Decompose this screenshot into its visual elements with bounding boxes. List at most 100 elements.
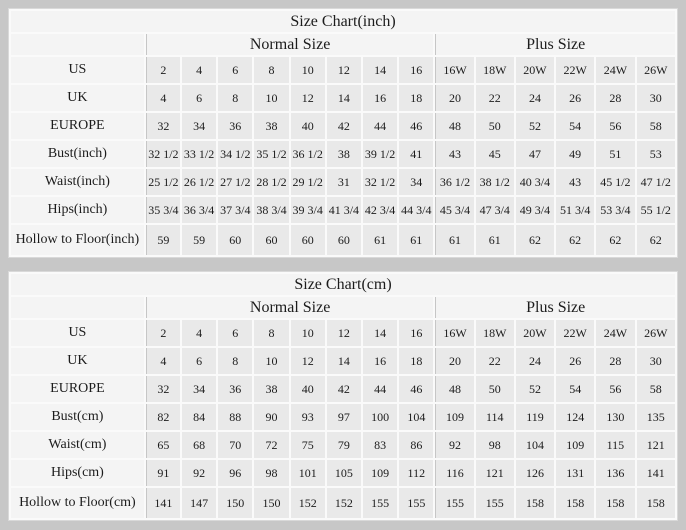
size-cell: 10 xyxy=(290,57,325,83)
size-cell: 150 xyxy=(254,488,289,518)
size-cell: 49 xyxy=(556,141,595,167)
size-cell: 49 3/4 xyxy=(515,197,555,223)
size-cell: 36 xyxy=(218,376,253,402)
size-cell: 97 xyxy=(326,404,362,430)
size-cell: 2 xyxy=(145,320,180,346)
size-cell: 82 xyxy=(145,404,180,430)
size-cell: 12 xyxy=(290,348,325,374)
size-cell: 91 xyxy=(145,460,180,486)
size-cell: 47 3/4 xyxy=(475,197,514,223)
size-cell: 34 xyxy=(399,169,434,195)
table-title-row: Size Chart(cm) xyxy=(11,274,675,295)
size-cell: 26 1/2 xyxy=(181,169,217,195)
size-cell: 136 xyxy=(596,460,635,486)
size-cell: 18 xyxy=(399,85,434,111)
corner-cell xyxy=(11,34,144,55)
size-cell: 60 xyxy=(326,225,361,255)
row-label: US xyxy=(11,320,144,346)
size-cell: 43 xyxy=(435,141,474,167)
table-title: Size Chart(inch) xyxy=(11,11,675,32)
size-cell: 124 xyxy=(556,404,595,430)
row-label: US xyxy=(11,57,144,83)
size-cell: 43 xyxy=(556,169,595,195)
size-cell: 38 xyxy=(254,113,289,139)
size-cell: 27 1/2 xyxy=(218,169,253,195)
size-cell: 141 xyxy=(636,460,675,486)
size-cell: 45 1/2 xyxy=(596,169,635,195)
size-cell: 155 xyxy=(399,488,434,518)
row-label: EUROPE xyxy=(11,113,144,139)
size-cell: 158 xyxy=(596,488,635,518)
size-cell: 6 xyxy=(181,85,217,111)
size-cell: 60 xyxy=(254,225,289,255)
size-cell: 41 xyxy=(399,141,434,167)
size-chart-inch-section: Size Chart(inch) Normal Size Plus Size U… xyxy=(8,8,678,258)
size-cell: 24W xyxy=(596,320,635,346)
size-cell: 59 xyxy=(145,225,180,255)
size-cell: 38 1/2 xyxy=(475,169,514,195)
size-cell: 38 xyxy=(254,376,289,402)
size-cell: 147 xyxy=(182,488,217,518)
size-cell: 130 xyxy=(596,404,635,430)
size-cell: 65 xyxy=(145,432,180,458)
size-cell: 16 xyxy=(399,320,434,346)
size-cell: 14 xyxy=(326,85,361,111)
size-cell: 61 xyxy=(399,225,434,255)
size-cell: 152 xyxy=(290,488,325,518)
size-cell: 52 xyxy=(515,376,555,402)
size-cell: 155 xyxy=(435,488,474,518)
size-cell: 4 xyxy=(182,320,217,346)
row-label: Bust(cm) xyxy=(11,404,144,430)
row-label: Waist(inch) xyxy=(11,169,144,195)
size-cell: 4 xyxy=(145,348,180,374)
size-cell: 60 xyxy=(218,225,253,255)
size-cell: 44 xyxy=(363,376,398,402)
row-label: Hollow to Floor(inch) xyxy=(11,225,144,255)
size-cell: 83 xyxy=(363,432,398,458)
table-row: Hollow to Floor(cm) 141 147 150 150 152 152 155… xyxy=(11,488,675,518)
size-cell: 105 xyxy=(326,460,362,486)
size-cell: 47 1/2 xyxy=(636,169,675,195)
size-cell: 109 xyxy=(435,404,474,430)
size-cell: 26W xyxy=(636,57,675,83)
size-cell: 45 xyxy=(475,141,514,167)
size-cell: 28 xyxy=(596,348,635,374)
size-cell: 52 xyxy=(515,113,555,139)
size-cell: 46 xyxy=(399,376,434,402)
size-cell: 16 xyxy=(399,57,434,83)
table-row: US 2 4 6 8 10 12 14 16 16W 18W 20W 22W 24W 26W xyxy=(11,57,675,83)
size-cell: 20W xyxy=(515,320,555,346)
size-cell: 35 3/4 xyxy=(145,197,180,223)
size-cell: 61 xyxy=(475,225,514,255)
size-cell: 20W xyxy=(515,57,555,83)
size-cell: 30 xyxy=(636,348,675,374)
size-cell: 104 xyxy=(399,404,434,430)
size-cell: 16W xyxy=(435,57,474,83)
size-cell: 14 xyxy=(363,320,398,346)
size-cell: 70 xyxy=(218,432,253,458)
size-cell: 33 1/2 xyxy=(181,141,217,167)
group-header-row: Normal Size Plus Size xyxy=(11,34,675,55)
size-cell: 155 xyxy=(363,488,398,518)
size-cell: 40 3/4 xyxy=(515,169,555,195)
size-cell: 101 xyxy=(290,460,325,486)
table-row: UK 4 6 8 10 12 14 16 18 20 22 24 26 28 30 xyxy=(11,85,675,111)
size-cell: 2 xyxy=(145,57,180,83)
size-cell: 35 1/2 xyxy=(254,141,289,167)
size-cell: 20 xyxy=(435,85,474,111)
size-cell: 42 xyxy=(326,376,362,402)
row-label: EUROPE xyxy=(11,376,144,402)
size-cell: 98 xyxy=(254,460,289,486)
row-label: UK xyxy=(11,348,144,374)
size-cell: 68 xyxy=(182,432,217,458)
plus-size-header: Plus Size xyxy=(435,297,675,318)
size-cell: 54 xyxy=(556,113,595,139)
size-chart-cm-table: Size Chart(cm) Normal Size Plus Size US 2… xyxy=(8,271,678,521)
size-cell: 34 xyxy=(182,376,217,402)
size-cell: 42 xyxy=(326,113,361,139)
size-cell: 32 1/2 xyxy=(363,169,398,195)
size-cell: 115 xyxy=(596,432,635,458)
size-cell: 121 xyxy=(475,460,514,486)
size-cell: 84 xyxy=(182,404,217,430)
size-cell: 92 xyxy=(435,432,474,458)
